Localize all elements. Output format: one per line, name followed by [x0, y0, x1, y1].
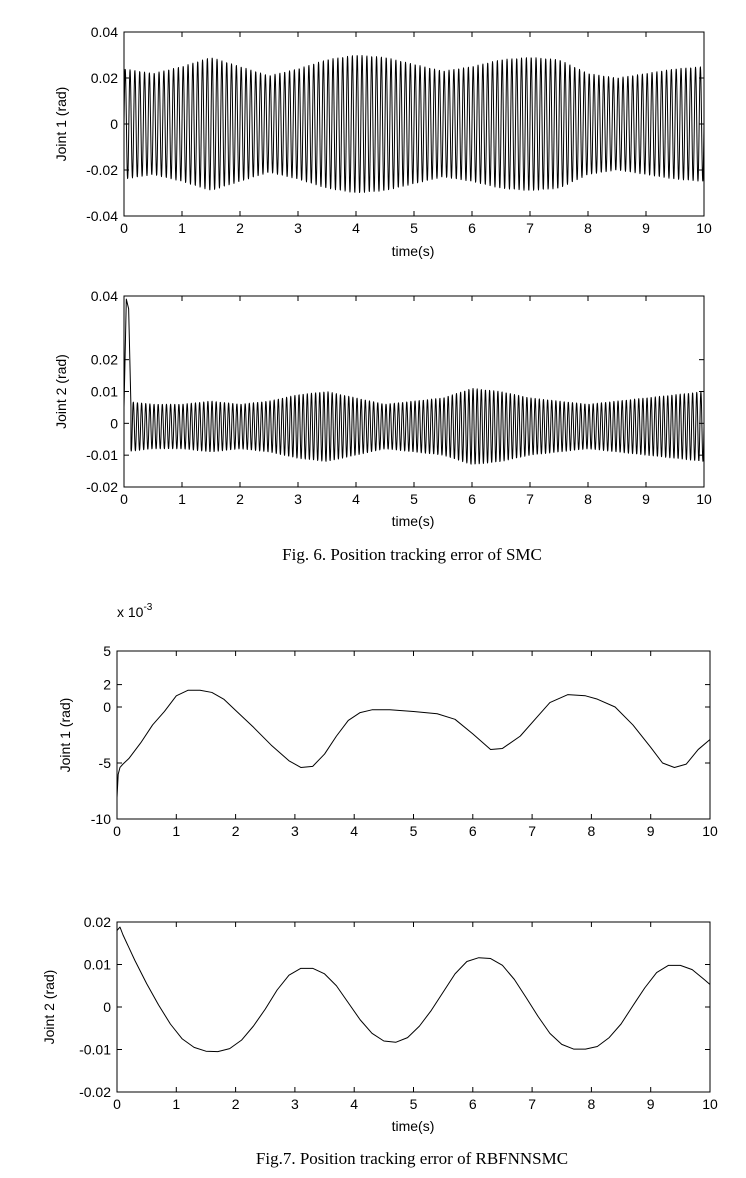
plot-3-ytick-label: 5: [103, 643, 111, 659]
plot-4-ytick-label: 0: [103, 999, 111, 1015]
plot-4-xtick-label: 5: [410, 1096, 418, 1112]
plot-4-xtick-label: 8: [588, 1096, 596, 1112]
plot-2-xtick-label: 8: [584, 491, 592, 507]
plot-3-frame: [116, 650, 711, 820]
plot-1-xtick-label: 5: [410, 220, 418, 236]
plot-2-ylabel: Joint 2 (rad): [53, 354, 69, 429]
plot-2-xtick-label: 3: [294, 491, 302, 507]
plot-1-xtick-label: 0: [120, 220, 128, 236]
plot-2-xtick-label: 1: [178, 491, 186, 507]
plot-4-xtick-label: 3: [291, 1096, 299, 1112]
plot-3-ytick-label: 0: [103, 699, 111, 715]
plot-1-xtick-label: 4: [352, 220, 360, 236]
plot-4-ytick-label: -0.01: [79, 1042, 111, 1058]
plot-3-series-line: [116, 689, 711, 798]
plot-2-frame: [123, 295, 705, 488]
plot-3-xtick-label: 7: [528, 823, 536, 839]
plot-4-xtick-label: 10: [702, 1096, 718, 1112]
plot-2-xtick-label: 7: [526, 491, 534, 507]
plot-4-ytick-label: -0.02: [79, 1084, 111, 1100]
plot-4-xtick-label: 1: [172, 1096, 180, 1112]
plot-2-ytick-label: -0.01: [86, 447, 118, 463]
plot-1-xtick-label: 9: [642, 220, 650, 236]
plot-3-ylabel: Joint 1 (rad): [57, 698, 73, 773]
plot-3-ytick-label: -5: [99, 755, 112, 771]
plot-2-xtick-label: 2: [236, 491, 244, 507]
plot-2-xtick-label: 6: [468, 491, 476, 507]
plot-4-xtick-label: 0: [113, 1096, 121, 1112]
plot-1-ytick-label: 0: [110, 116, 118, 132]
plot-2-xtick-label: 4: [352, 491, 360, 507]
plot-1-xtick-label: 2: [236, 220, 244, 236]
plot-2-ytick-label: 0.02: [91, 352, 118, 368]
plot-1-xtick-label: 8: [584, 220, 592, 236]
plot-3-y-exponent-power: -3: [143, 602, 152, 613]
plot-2-xtick-label: 5: [410, 491, 418, 507]
plot-2-xtick-label: 10: [696, 491, 712, 507]
plot-3-xtick-label: 3: [291, 823, 299, 839]
plot-3-xtick-label: 6: [469, 823, 477, 839]
plot-2-xtick-label: 0: [120, 491, 128, 507]
plot-1-xtick-label: 10: [696, 220, 712, 236]
plot-4-series-line: [116, 926, 711, 1053]
plot-2-ytick-label: 0.01: [91, 384, 118, 400]
plot-1-xlabel: time(s): [392, 243, 435, 259]
plot-2-ytick-label: 0: [110, 415, 118, 431]
plot-4-xlabel: time(s): [392, 1118, 435, 1134]
plot-2-xtick-label: 9: [642, 491, 650, 507]
plot-2-ytick-label: 0.04: [91, 288, 118, 304]
plot-1-xtick-label: 3: [294, 220, 302, 236]
plot-3-xtick-label: 10: [702, 823, 718, 839]
plot-4-ylabel: Joint 2 (rad): [41, 970, 57, 1045]
plot-2-xlabel: time(s): [392, 513, 435, 529]
plot-4-xtick-label: 2: [232, 1096, 240, 1112]
fig7-caption: Fig.7. Position tracking error of RBFNNS…: [256, 1149, 568, 1168]
plot-4-xtick-label: 7: [528, 1096, 536, 1112]
plot-3-xtick-label: 5: [410, 823, 418, 839]
plot-1-ytick-label: 0.04: [91, 24, 118, 40]
fig6-caption: Fig. 6. Position tracking error of SMC: [282, 545, 542, 564]
plot-1-xtick-label: 6: [468, 220, 476, 236]
plot-4-ytick-label: 0.02: [84, 914, 111, 930]
plot-1-xtick-label: 7: [526, 220, 534, 236]
plot-3-ytick-label: -10: [91, 811, 111, 827]
plot-1-ytick-label: 0.02: [91, 70, 118, 86]
plot-3-xtick-label: 8: [588, 823, 596, 839]
plot-3-ytick-label: 2: [103, 677, 111, 693]
plot-3-xtick-label: 9: [647, 823, 655, 839]
plot-2-series-line: [123, 298, 705, 465]
plot-3-xtick-label: 1: [172, 823, 180, 839]
plot-1-ytick-label: -0.04: [86, 208, 118, 224]
plot-4-xtick-label: 9: [647, 1096, 655, 1112]
plot-4-xtick-label: 6: [469, 1096, 477, 1112]
plot-4-ytick-label: 0.01: [84, 957, 111, 973]
plot-1-ytick-label: -0.02: [86, 162, 118, 178]
plot-4-xtick-label: 4: [350, 1096, 358, 1112]
plot-3-xtick-label: 2: [232, 823, 240, 839]
plot-1-series-line: [123, 55, 705, 194]
plot-3-xtick-label: 4: [350, 823, 358, 839]
plot-1-ylabel: Joint 1 (rad): [53, 87, 69, 162]
plot-3-y-exponent: x 10-3: [117, 602, 153, 620]
plot-2-ytick-label: -0.02: [86, 479, 118, 495]
plot-3-xtick-label: 0: [113, 823, 121, 839]
plot-1-xtick-label: 1: [178, 220, 186, 236]
plot-4-frame: [116, 921, 711, 1093]
